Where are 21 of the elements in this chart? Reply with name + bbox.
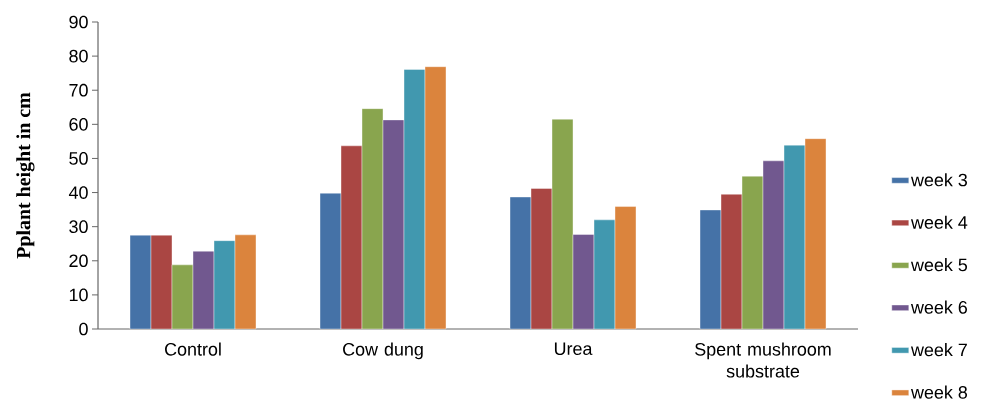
y-tick-label: 80	[69, 49, 88, 63]
y-axis-title: Pplant height in cm	[16, 92, 35, 259]
y-tick-label: 60	[69, 117, 88, 131]
y-tick-label: 70	[69, 83, 88, 97]
x-tick-label: Spent mushroom substrate	[695, 342, 831, 378]
x-tick-label: Control	[165, 342, 221, 356]
y-tick-label: 10	[69, 288, 88, 302]
legend-label: week 3	[910, 173, 968, 187]
legend-label: week 6	[910, 300, 968, 314]
x-tick-label: Cow dung	[343, 342, 423, 360]
y-tick-label: 20	[69, 254, 88, 268]
y-tick-label: 40	[68, 186, 88, 199]
y-tick-label: 30	[69, 220, 88, 234]
y-tick-label: 90	[69, 15, 88, 29]
legend-label: week 8	[910, 385, 968, 399]
y-tick-label: 0	[79, 322, 88, 336]
x-tick-label: Urea	[554, 342, 593, 356]
legend-label: week 7	[910, 343, 967, 357]
y-tick-label: 50	[69, 152, 88, 165]
legend-label: week 4	[910, 215, 968, 229]
legend-label: week 5	[910, 258, 968, 272]
